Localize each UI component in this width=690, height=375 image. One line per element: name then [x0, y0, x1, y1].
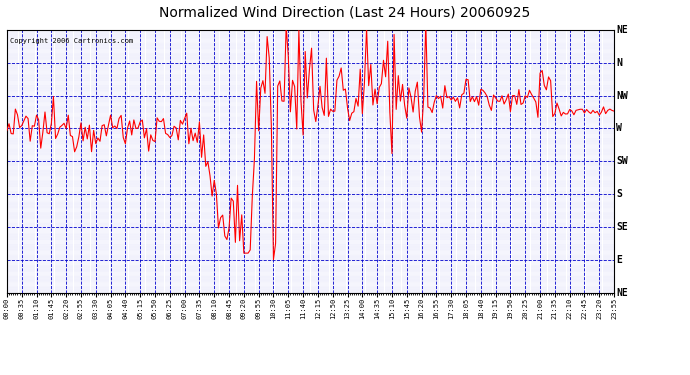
Text: Normalized Wind Direction (Last 24 Hours) 20060925: Normalized Wind Direction (Last 24 Hours…: [159, 6, 531, 20]
Text: NE: NE: [616, 25, 628, 35]
Text: N: N: [616, 58, 622, 68]
Text: S: S: [616, 189, 622, 199]
Text: Copyright 2006 Cartronics.com: Copyright 2006 Cartronics.com: [10, 38, 133, 44]
Text: E: E: [616, 255, 622, 265]
Text: NW: NW: [616, 91, 628, 101]
Text: W: W: [616, 123, 622, 134]
Text: NE: NE: [616, 288, 628, 297]
Text: SW: SW: [616, 156, 628, 166]
Text: SE: SE: [616, 222, 628, 232]
